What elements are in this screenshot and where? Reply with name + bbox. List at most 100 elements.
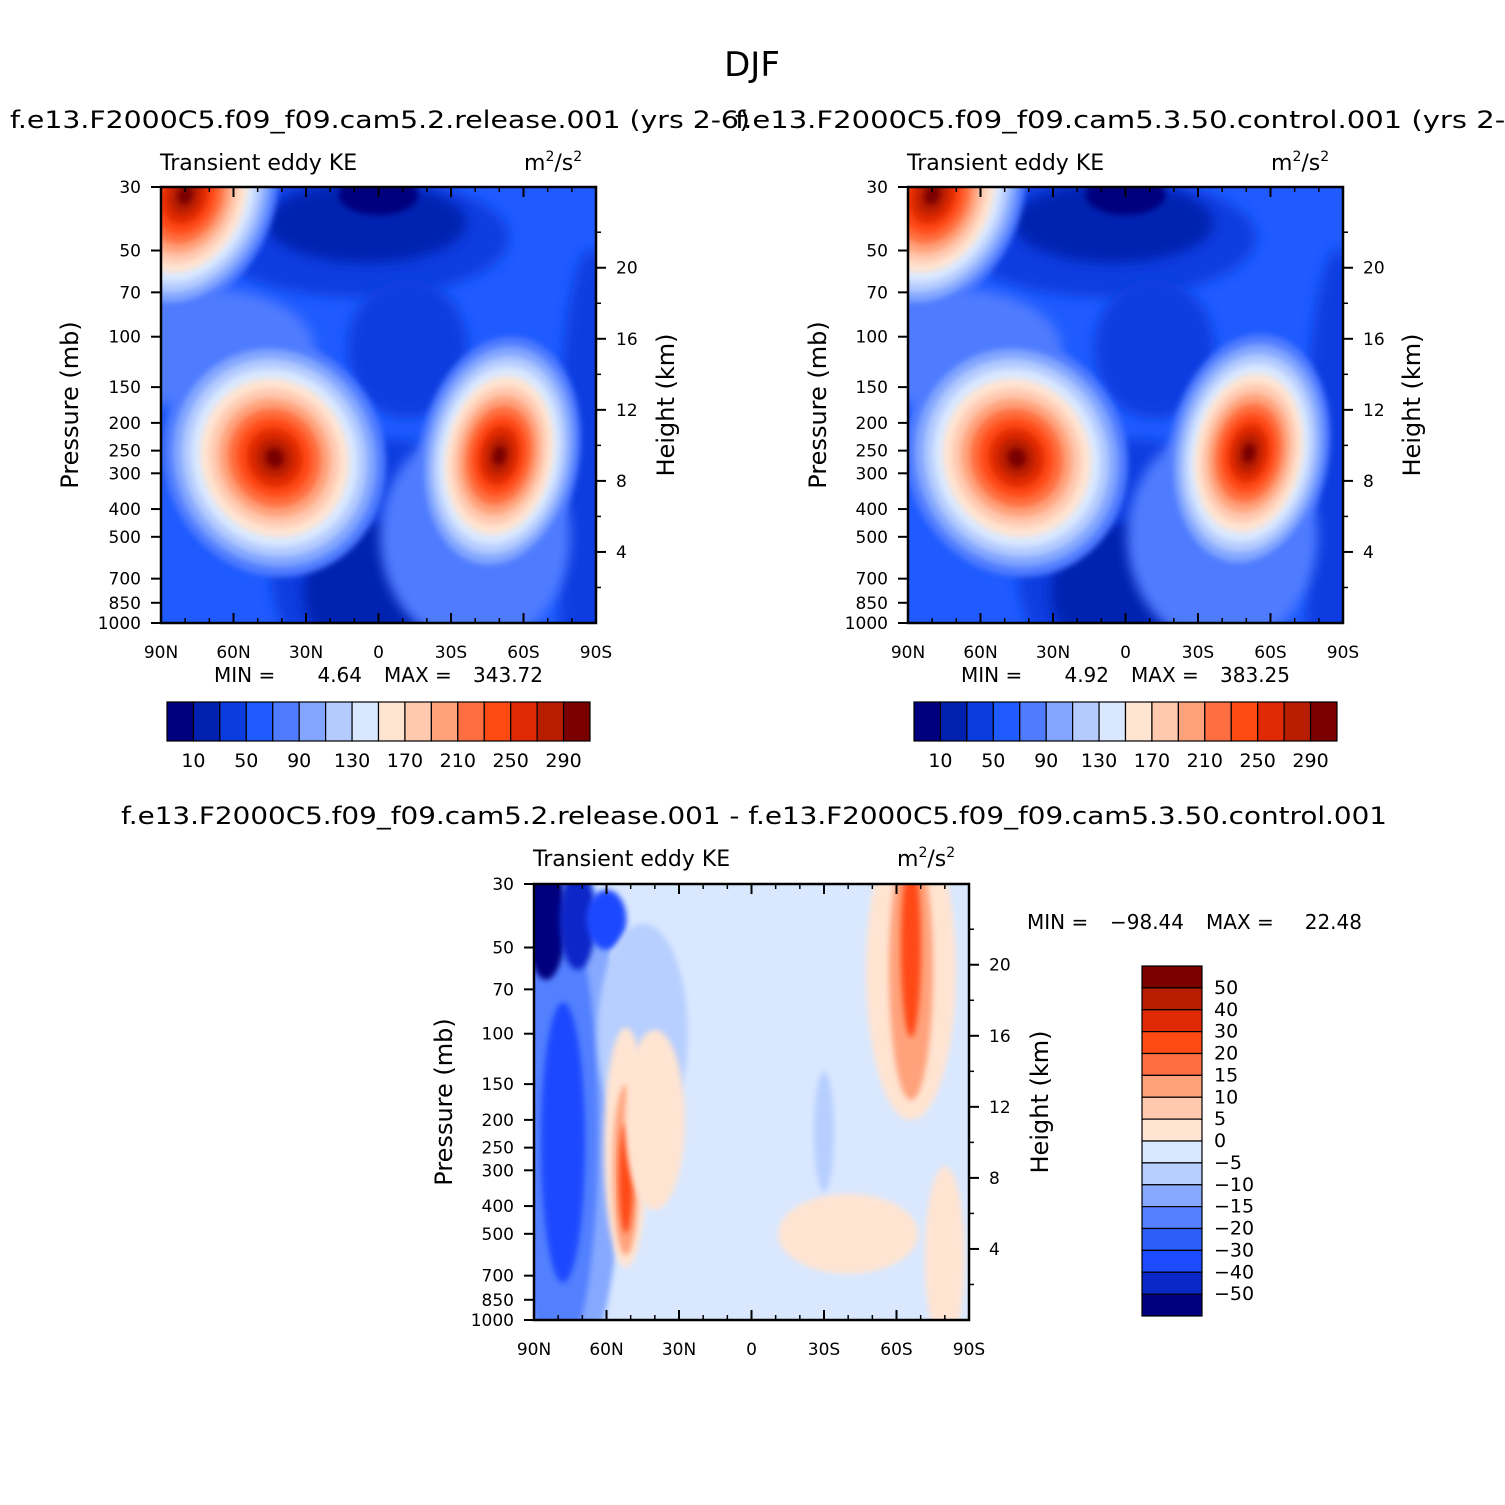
right-nh-tropospheric-jet-level-12 (1007, 447, 1027, 468)
difference-ptick-label-400: 400 (482, 1197, 514, 1217)
right-contour-fills (908, 187, 1343, 623)
difference-ptick-label-150: 150 (482, 1075, 514, 1095)
difference-xtick-label-6: 90S (953, 1340, 985, 1360)
right-xtick-label-2: 30N (1036, 643, 1070, 663)
difference-xtick-label-2: 30N (662, 1340, 696, 1360)
right-colorbar-box-8 (1124, 701, 1153, 742)
right-htick-label-20: 20 (1363, 259, 1385, 279)
right-colorbar-label-4: 170 (1134, 750, 1170, 772)
left-xtick-label-6: 90S (580, 643, 612, 663)
diff-anomaly-16 (814, 1071, 834, 1192)
left-colorbar-box-8 (377, 701, 406, 742)
right-colorbar-box-4 (1019, 701, 1047, 742)
left-min-label: MIN = (214, 663, 275, 687)
left-nh-upper-stratosphere-jet-level-12 (177, 187, 194, 205)
right-min-value: 4.92 (1064, 663, 1109, 687)
left-colorbar-box-0 (166, 701, 195, 742)
right-ptick-label-200: 200 (856, 414, 888, 434)
left-colorbar-label-6: 250 (493, 750, 529, 772)
difference-htick-label-4: 4 (989, 1240, 1000, 1260)
right-colorbar-label-7: 290 (1292, 750, 1328, 772)
right-colorbar-box-3 (992, 701, 1021, 742)
diff-colorbar-box-2 (1141, 1009, 1203, 1033)
difference-ptick-label-300: 300 (482, 1161, 514, 1181)
right-colorbar-box-2 (966, 701, 994, 742)
diff-ylabel: Pressure (mb) (430, 1018, 458, 1185)
right-xtick-label-5: 60S (1254, 643, 1286, 663)
right-ptick-label-70: 70 (866, 283, 888, 303)
diff-anomaly-6 (586, 889, 627, 950)
left-colorbar-box-10 (430, 701, 459, 742)
right-ptick-label-850: 850 (856, 594, 888, 614)
right-ptick-label-50: 50 (866, 242, 888, 262)
diff-axes: 90N 60N 30N 0 30S 60S 90S 30 50 70 100 150 200 250300… (471, 875, 1011, 1360)
left-ptick-label-500: 500 (109, 528, 141, 548)
diff-colorbar-label-0: 50 (1214, 977, 1238, 999)
difference-ptick-label-100: 100 (482, 1025, 514, 1045)
difference-ptick-label-500: 500 (482, 1225, 514, 1245)
right-contour-plot (908, 187, 1343, 623)
left-colorbar-label-5: 210 (440, 750, 476, 772)
difference-xtick-label-4: 30S (808, 1340, 840, 1360)
left-colorbar-label-3: 130 (334, 750, 370, 772)
right-ptick-label-250: 250 (856, 442, 888, 462)
diff-contour-fills (534, 884, 965, 1320)
diff-anomaly-5 (559, 884, 596, 970)
right-htick-label-8: 8 (1363, 472, 1374, 492)
left-min-value: 4.64 (317, 663, 362, 687)
left-xtick-label-0: 90N (144, 643, 178, 663)
right-xtick-label-1: 60N (963, 643, 997, 663)
right-colorbar-box-9 (1151, 701, 1179, 742)
diff-colorbar-label-7: 0 (1214, 1130, 1226, 1152)
right-subtitle: Transient eddy KE (906, 151, 1104, 176)
left-ptick-label-30: 30 (119, 178, 141, 198)
right-colorbar-box-0 (913, 701, 942, 742)
right-colorbar-box-6 (1072, 701, 1100, 742)
diff-contour-plot (534, 884, 969, 1320)
left-colorbar-label-0: 10 (181, 750, 205, 772)
left-colorbar-box-14 (536, 701, 565, 742)
right-max-value: 383.25 (1220, 663, 1290, 687)
diff-colorbar-box-3 (1141, 1031, 1203, 1055)
left-y2label: Height (km) (652, 334, 680, 477)
difference-xtick-label-1: 60N (589, 1340, 623, 1360)
left-colorbar-box-13 (510, 701, 538, 742)
diff-colorbar-box-10 (1141, 1184, 1203, 1208)
right-sh-tropospheric-jet-level-12 (1241, 443, 1256, 464)
left-colorbar: 10 50 90 130 170 210 250 290 (166, 701, 591, 772)
figure-title: DJF (724, 45, 780, 85)
diff-anomaly-17 (924, 1166, 965, 1320)
diff-colorbar-label-5: 10 (1214, 1086, 1238, 1108)
difference-ptick-label-850: 850 (482, 1291, 514, 1311)
diff-min-value: −98.44 (1110, 910, 1184, 934)
diff-y2label: Height (km) (1026, 1031, 1054, 1174)
difference-ptick-label-700: 700 (482, 1267, 514, 1287)
diff-colorbar-box-11 (1141, 1206, 1203, 1230)
left-ptick-label-400: 400 (109, 500, 141, 520)
diff-colorbar-label-9: −10 (1214, 1174, 1254, 1196)
left-colorbar-label-4: 170 (387, 750, 423, 772)
left-xtick-label-1: 60N (216, 643, 250, 663)
difference-xtick-label-3: 0 (746, 1340, 757, 1360)
diff-colorbar-box-4 (1141, 1052, 1203, 1076)
left-low-region-3 (347, 278, 468, 419)
difference-ptick-label-1000: 1000 (471, 1311, 514, 1331)
right-low-region-3 (1094, 278, 1215, 419)
left-htick-label-8: 8 (616, 472, 627, 492)
right-max-label: MAX = (1131, 663, 1199, 687)
right-colorbar-label-6: 250 (1240, 750, 1276, 772)
right-colorbar-label-5: 210 (1187, 750, 1223, 772)
diff-min-label: MIN = (1027, 910, 1088, 934)
right-xtick-label-3: 0 (1120, 643, 1131, 663)
left-htick-label-20: 20 (616, 259, 638, 279)
right-htick-label-4: 4 (1363, 543, 1374, 563)
diff-anomaly-15 (901, 884, 921, 1038)
right-htick-label-12: 12 (1363, 401, 1385, 421)
right-ptick-label-500: 500 (856, 528, 888, 548)
diff-colorbar-label-3: 20 (1214, 1043, 1238, 1065)
diff-colorbar-label-11: −20 (1214, 1218, 1254, 1240)
right-y2label: Height (km) (1398, 334, 1426, 477)
right-colorbar-box-1 (939, 701, 968, 742)
left-ptick-label-200: 200 (109, 414, 141, 434)
